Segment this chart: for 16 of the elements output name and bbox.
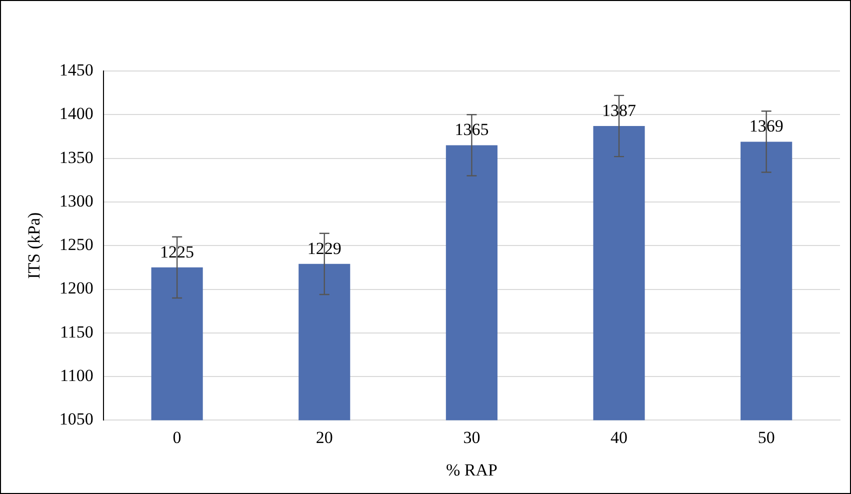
y-axis-title: ITS (kPa) — [24, 212, 44, 279]
y-tick-label: 1450 — [59, 60, 94, 80]
y-tick-label: 1150 — [60, 322, 94, 342]
x-tick-label: 50 — [758, 428, 775, 447]
y-tick-label: 1100 — [60, 366, 94, 386]
y-tick-label: 1250 — [59, 235, 94, 254]
y-tick-label: 1050 — [59, 410, 94, 429]
x-tick-label: 20 — [316, 428, 333, 447]
x-tick-label: 0 — [172, 428, 182, 447]
x-tick-label: 40 — [610, 428, 628, 447]
x-axis-title: % RAP — [446, 460, 498, 480]
y-tick-label: 1200 — [59, 278, 94, 298]
x-tick-label: 30 — [463, 428, 480, 447]
y-tick-label: 1300 — [59, 191, 94, 210]
y-tick-label: 1350 — [59, 148, 94, 167]
y-tick-label: 1400 — [59, 104, 94, 124]
